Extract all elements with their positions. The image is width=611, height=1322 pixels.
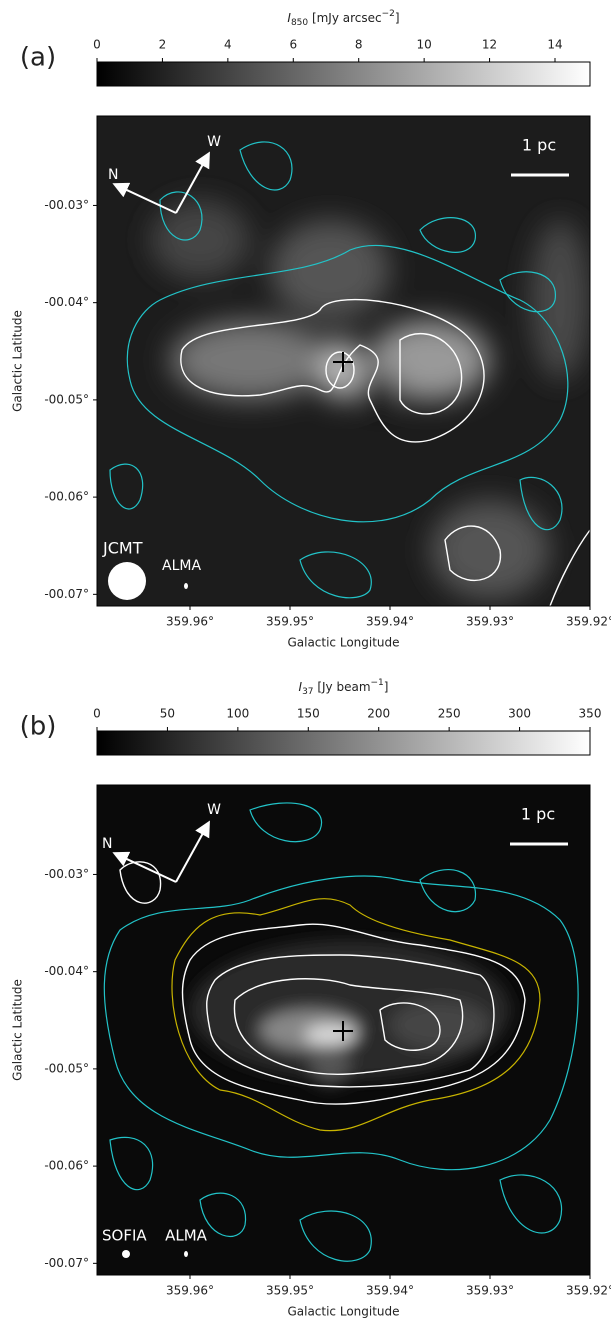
x-tick-label: 359.96° (166, 1284, 214, 1298)
x-tick-label: 359.95° (266, 1284, 314, 1298)
x-tick-label: 359.94° (366, 615, 414, 629)
y-axis-title: Galactic Latitude (11, 310, 25, 412)
y-tick-label: -00.03° (44, 867, 89, 881)
colorbar-label-part: [mJy arcsec (308, 11, 382, 25)
colorbar-tick-label: 10 (416, 38, 431, 52)
colorbar-label-part: [Jy beam (314, 680, 371, 694)
colorbar-label-part: −2 (382, 9, 395, 19)
beam-label: ALMA (165, 1227, 208, 1245)
figure: N W 1 pc JCMT ALMA N W 1 pc SOFIA ALMA I… (0, 0, 611, 1322)
x-axis-title: Galactic Longitude (287, 636, 399, 650)
colorbar-tick-label: 350 (579, 707, 602, 721)
colorbar-label-part: 37 (302, 687, 313, 697)
beam-label: SOFIA (102, 1227, 147, 1245)
colorbar-tick-label: 150 (297, 707, 320, 721)
x-tick-label: 359.92° (566, 615, 611, 629)
colorbar-label: I37 [Jy beam−1] (299, 678, 389, 697)
y-tick-label: -00.05° (44, 1061, 89, 1075)
x-tick-label: 359.96° (166, 615, 214, 629)
image-b (97, 785, 590, 1275)
scale-label: 1 pc (522, 136, 556, 155)
y-axis-title: Galactic Latitude (11, 979, 25, 1081)
y-tick-label: -00.04° (44, 964, 89, 978)
colorbar-tick-label: 0 (93, 707, 101, 721)
x-tick-label: 359.93° (466, 615, 514, 629)
colorbar-tick-label: 100 (226, 707, 249, 721)
y-tick-label: -00.06° (44, 490, 89, 504)
beam-label: JCMT (102, 539, 143, 558)
panel-label: (a) (20, 43, 56, 73)
north-label: N (108, 167, 118, 183)
colorbar-tick-label: 8 (355, 38, 363, 52)
colorbar-tick-label: 300 (508, 707, 531, 721)
colorbar-label-part: ] (395, 11, 400, 25)
x-tick-label: 359.95° (266, 615, 314, 629)
y-tick-label: -00.03° (44, 198, 89, 212)
colorbar-tick-label: 50 (160, 707, 175, 721)
west-label: W (207, 134, 221, 150)
colorbar-tick-label: 4 (224, 38, 232, 52)
y-tick-label: -00.05° (44, 392, 89, 406)
west-label: W (207, 802, 221, 818)
colorbar-tick-label: 12 (482, 38, 497, 52)
colorbar-label-part: ] (384, 680, 389, 694)
colorbar-label-part: −1 (371, 678, 384, 688)
x-axis-title: Galactic Longitude (287, 1305, 399, 1319)
panel-label: (b) (20, 712, 57, 742)
image-a (97, 116, 590, 606)
y-tick-label: -00.07° (44, 587, 89, 601)
colorbar (97, 62, 590, 86)
north-label: N (102, 836, 112, 852)
y-tick-label: -00.07° (44, 1256, 89, 1270)
scale-label: 1 pc (521, 805, 555, 824)
colorbar-tick-label: 250 (438, 707, 461, 721)
y-tick-label: -00.06° (44, 1159, 89, 1173)
x-tick-label: 359.94° (366, 1284, 414, 1298)
x-tick-label: 359.92° (566, 1284, 611, 1298)
colorbar-tick-label: 200 (367, 707, 390, 721)
colorbar-tick-label: 2 (159, 38, 167, 52)
y-tick-label: -00.04° (44, 295, 89, 309)
beam-label: ALMA (162, 558, 201, 574)
colorbar-tick-label: 6 (289, 38, 297, 52)
colorbar (97, 731, 590, 755)
colorbar-label-part: 850 (291, 18, 308, 28)
colorbar-tick-label: 0 (93, 38, 101, 52)
colorbar-tick-label: 14 (547, 38, 562, 52)
colorbar-label: I850 [mJy arcsec−2] (287, 9, 399, 28)
x-tick-label: 359.93° (466, 1284, 514, 1298)
